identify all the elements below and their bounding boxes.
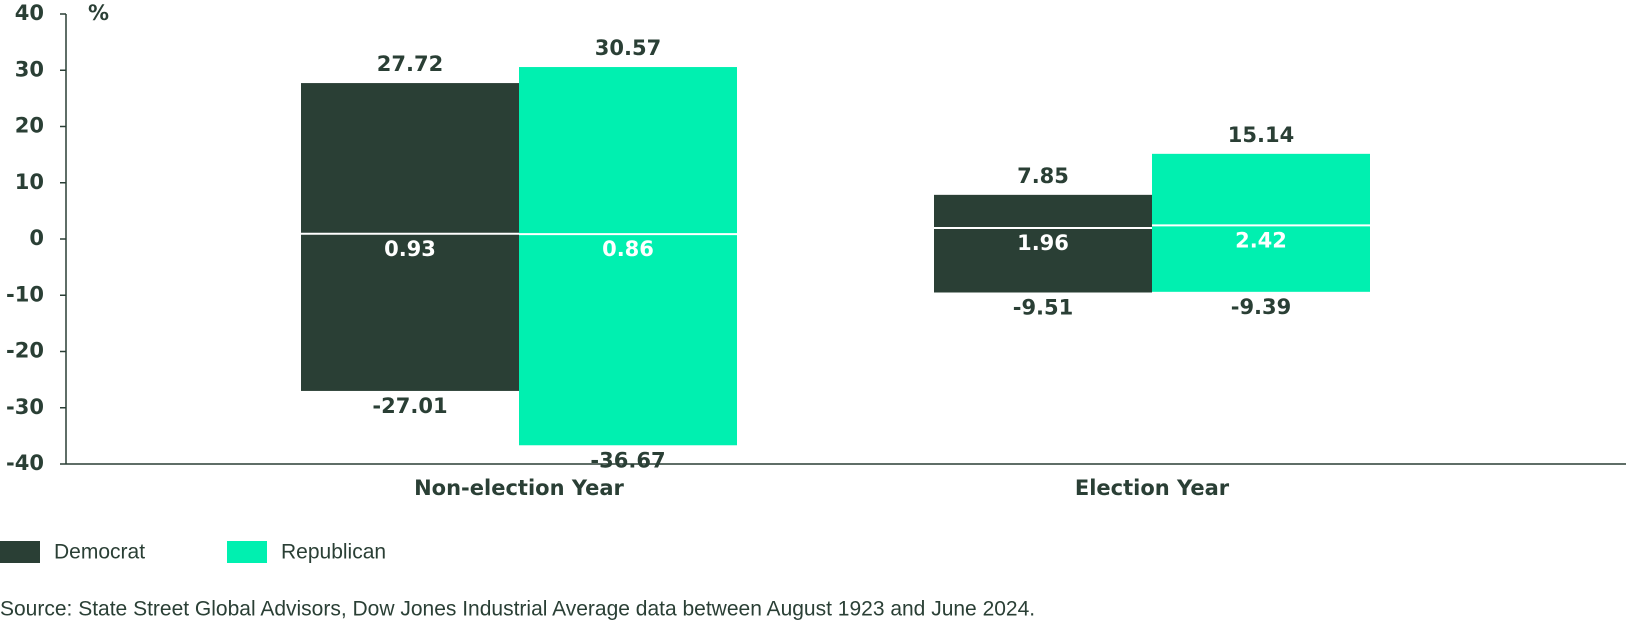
low-label: -36.67 (590, 448, 665, 472)
high-label: 30.57 (595, 36, 661, 60)
high-label: 15.14 (1228, 123, 1294, 147)
median-label: 2.42 (1235, 228, 1287, 252)
y-axis-unit: % (88, 1, 109, 25)
y-tick-label: 40 (15, 1, 44, 25)
low-label: -27.01 (372, 394, 447, 418)
median-label: 0.93 (384, 237, 436, 261)
legend-swatch (227, 541, 267, 563)
range-bar (1152, 153, 1370, 292)
y-tick-label: -10 (6, 282, 44, 306)
legend-swatch (0, 541, 40, 563)
x-tick-label: Non-election Year (414, 476, 624, 500)
y-tick-label: -20 (6, 339, 44, 363)
range-bar (934, 194, 1152, 293)
y-tick-label: -40 (6, 451, 44, 475)
legend-label: Democrat (54, 541, 145, 564)
y-tick-label: -30 (6, 395, 44, 419)
high-label: 27.72 (377, 52, 443, 76)
x-tick-label: Election Year (1075, 476, 1230, 500)
y-tick-label: 30 (15, 57, 44, 81)
y-tick-label: 0 (29, 226, 44, 250)
median-label: 1.96 (1017, 231, 1069, 255)
low-label: -9.39 (1231, 295, 1292, 319)
source-note: Source: State Street Global Advisors, Do… (0, 598, 1035, 621)
range-bar (301, 83, 519, 391)
high-label: 7.85 (1017, 164, 1069, 188)
y-tick-label: 20 (15, 114, 44, 138)
median-label: 0.86 (602, 237, 654, 261)
y-tick-label: 10 (15, 170, 44, 194)
range-bar (519, 67, 737, 446)
low-label: -9.51 (1013, 295, 1074, 319)
legend-label: Republican (281, 541, 386, 564)
